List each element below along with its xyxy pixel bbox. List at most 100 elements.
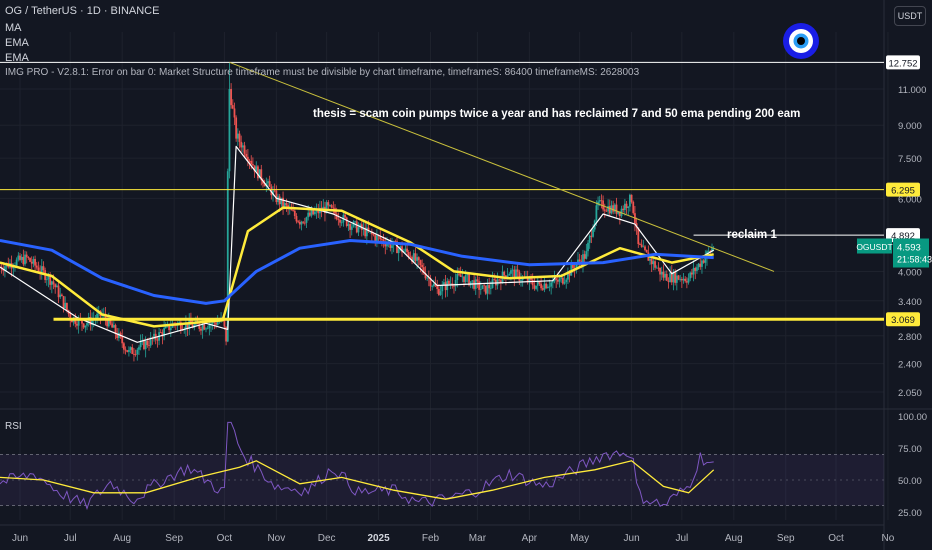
candle-body (598, 200, 601, 202)
reclaim-annotation: reclaim 1 (727, 229, 777, 241)
candle-body (471, 280, 474, 282)
candle-body (365, 227, 368, 237)
candle-body (640, 244, 643, 247)
currency-button[interactable]: USDT (894, 6, 926, 26)
candle-body (701, 260, 703, 267)
indicator-ma[interactable]: MA (5, 22, 22, 34)
candle-body (441, 284, 444, 292)
candle-body (293, 210, 296, 217)
candle-body (228, 89, 231, 172)
candle-body (389, 241, 392, 248)
candle-body (449, 283, 452, 285)
candle-body (436, 286, 439, 289)
candle-body (60, 294, 63, 297)
symbol-title[interactable]: OG / TetherUS · 1D · BINANCE (5, 5, 160, 17)
candle-body (55, 285, 58, 288)
time-tick-label: Apr (522, 533, 538, 544)
candle-body (639, 244, 641, 245)
candle-body (560, 277, 563, 279)
level-label: 6.295 (891, 186, 915, 197)
candle-body (665, 273, 668, 281)
candle-body (236, 133, 239, 139)
candle-body (372, 234, 375, 236)
candle-body (20, 256, 23, 260)
candle-body (226, 171, 229, 342)
candle-body (303, 222, 306, 224)
candle-body (42, 266, 45, 271)
candle-body (81, 318, 83, 324)
candle-body (396, 241, 398, 254)
candle-body (578, 259, 581, 262)
candle-body (535, 285, 537, 289)
candle-body (466, 274, 469, 276)
candle-body (694, 267, 697, 271)
candle-body (414, 253, 417, 261)
candle-body (57, 285, 60, 298)
candle-body (674, 272, 677, 283)
candle-body (630, 194, 633, 202)
candle-body (131, 347, 134, 354)
candle-body (567, 271, 569, 280)
candle-body (267, 181, 269, 184)
candle-body (191, 324, 194, 328)
candle-body (461, 276, 464, 278)
descending-trendline (229, 61, 775, 272)
candle-body (556, 279, 559, 282)
candle-body (645, 249, 648, 253)
candles-group (0, 62, 715, 362)
candle-body (117, 332, 120, 339)
indicator-ema-1[interactable]: EMA (5, 37, 29, 49)
level-label: 4.892 (891, 231, 915, 242)
candle-body (499, 280, 502, 284)
candle-body (602, 200, 604, 210)
candle-body (558, 278, 561, 282)
candle-body (231, 105, 234, 109)
candle-body (200, 328, 202, 331)
candle-body (340, 222, 343, 224)
level-label: 3.069 (891, 315, 915, 326)
candle-body (486, 284, 489, 294)
rsi-tick-label: 75.00 (898, 444, 922, 455)
candle-body (27, 257, 30, 259)
candle-body (407, 252, 410, 257)
candle-body (359, 224, 362, 228)
candle-body (84, 325, 87, 328)
candle-body (272, 190, 274, 196)
candle-body (469, 281, 472, 286)
candle-body (411, 257, 413, 262)
candle-body (545, 283, 548, 289)
candle-body (625, 203, 628, 209)
candle-body (421, 265, 424, 268)
rsi-line (0, 421, 714, 511)
candle-body (179, 322, 182, 330)
time-tick-label: Feb (422, 533, 440, 544)
candle-body (238, 133, 241, 142)
candle-body (121, 336, 124, 344)
candle-body (697, 263, 700, 268)
candle-body (62, 296, 65, 308)
candle-body (391, 245, 393, 248)
price-tick-label: 6.000 (898, 194, 922, 205)
candle-body (374, 235, 377, 241)
candle-body (458, 273, 460, 275)
candle-body (347, 224, 350, 226)
candle-body (163, 328, 165, 337)
candle-body (456, 273, 459, 280)
candle-body (77, 317, 80, 326)
level-label-box (886, 312, 920, 327)
candle-body (629, 194, 631, 207)
candle-body (116, 333, 119, 339)
candle-body (308, 212, 311, 216)
indicator-ema-2[interactable]: EMA (5, 52, 29, 64)
candle-body (66, 302, 68, 311)
candle-body (627, 206, 630, 209)
candle-body (169, 327, 172, 331)
candle-body (431, 285, 434, 287)
candle-body (205, 328, 207, 330)
candle-body (561, 277, 564, 284)
candle-body (133, 353, 135, 355)
candle-body (203, 324, 206, 330)
last-price-badge-box (893, 238, 929, 268)
candle-body (429, 278, 432, 287)
